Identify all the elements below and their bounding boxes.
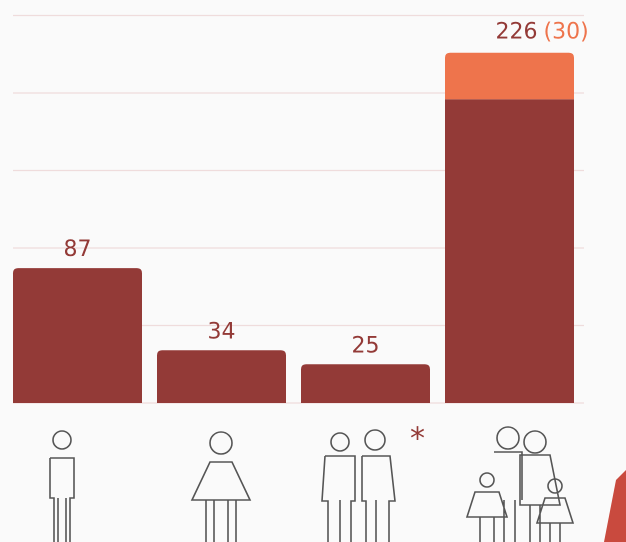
decoration xyxy=(604,470,626,542)
segment-label: (30) xyxy=(544,20,589,45)
bar xyxy=(445,99,574,403)
family-icon xyxy=(467,427,573,542)
value-label: 25 xyxy=(352,333,380,358)
bar xyxy=(157,350,286,403)
woman-icon xyxy=(192,432,250,542)
value-label: 87 xyxy=(64,237,92,262)
asterisk: * xyxy=(410,422,425,457)
bar xyxy=(445,53,574,99)
couple-icon xyxy=(322,430,395,542)
man-icon xyxy=(50,431,74,542)
bar xyxy=(13,268,142,403)
value-label: 34 xyxy=(208,319,236,344)
bar xyxy=(301,364,430,403)
total-label: 226 xyxy=(496,20,538,45)
chart: * 87 34 25 226(30) xyxy=(0,0,626,542)
icons: * xyxy=(50,422,573,542)
